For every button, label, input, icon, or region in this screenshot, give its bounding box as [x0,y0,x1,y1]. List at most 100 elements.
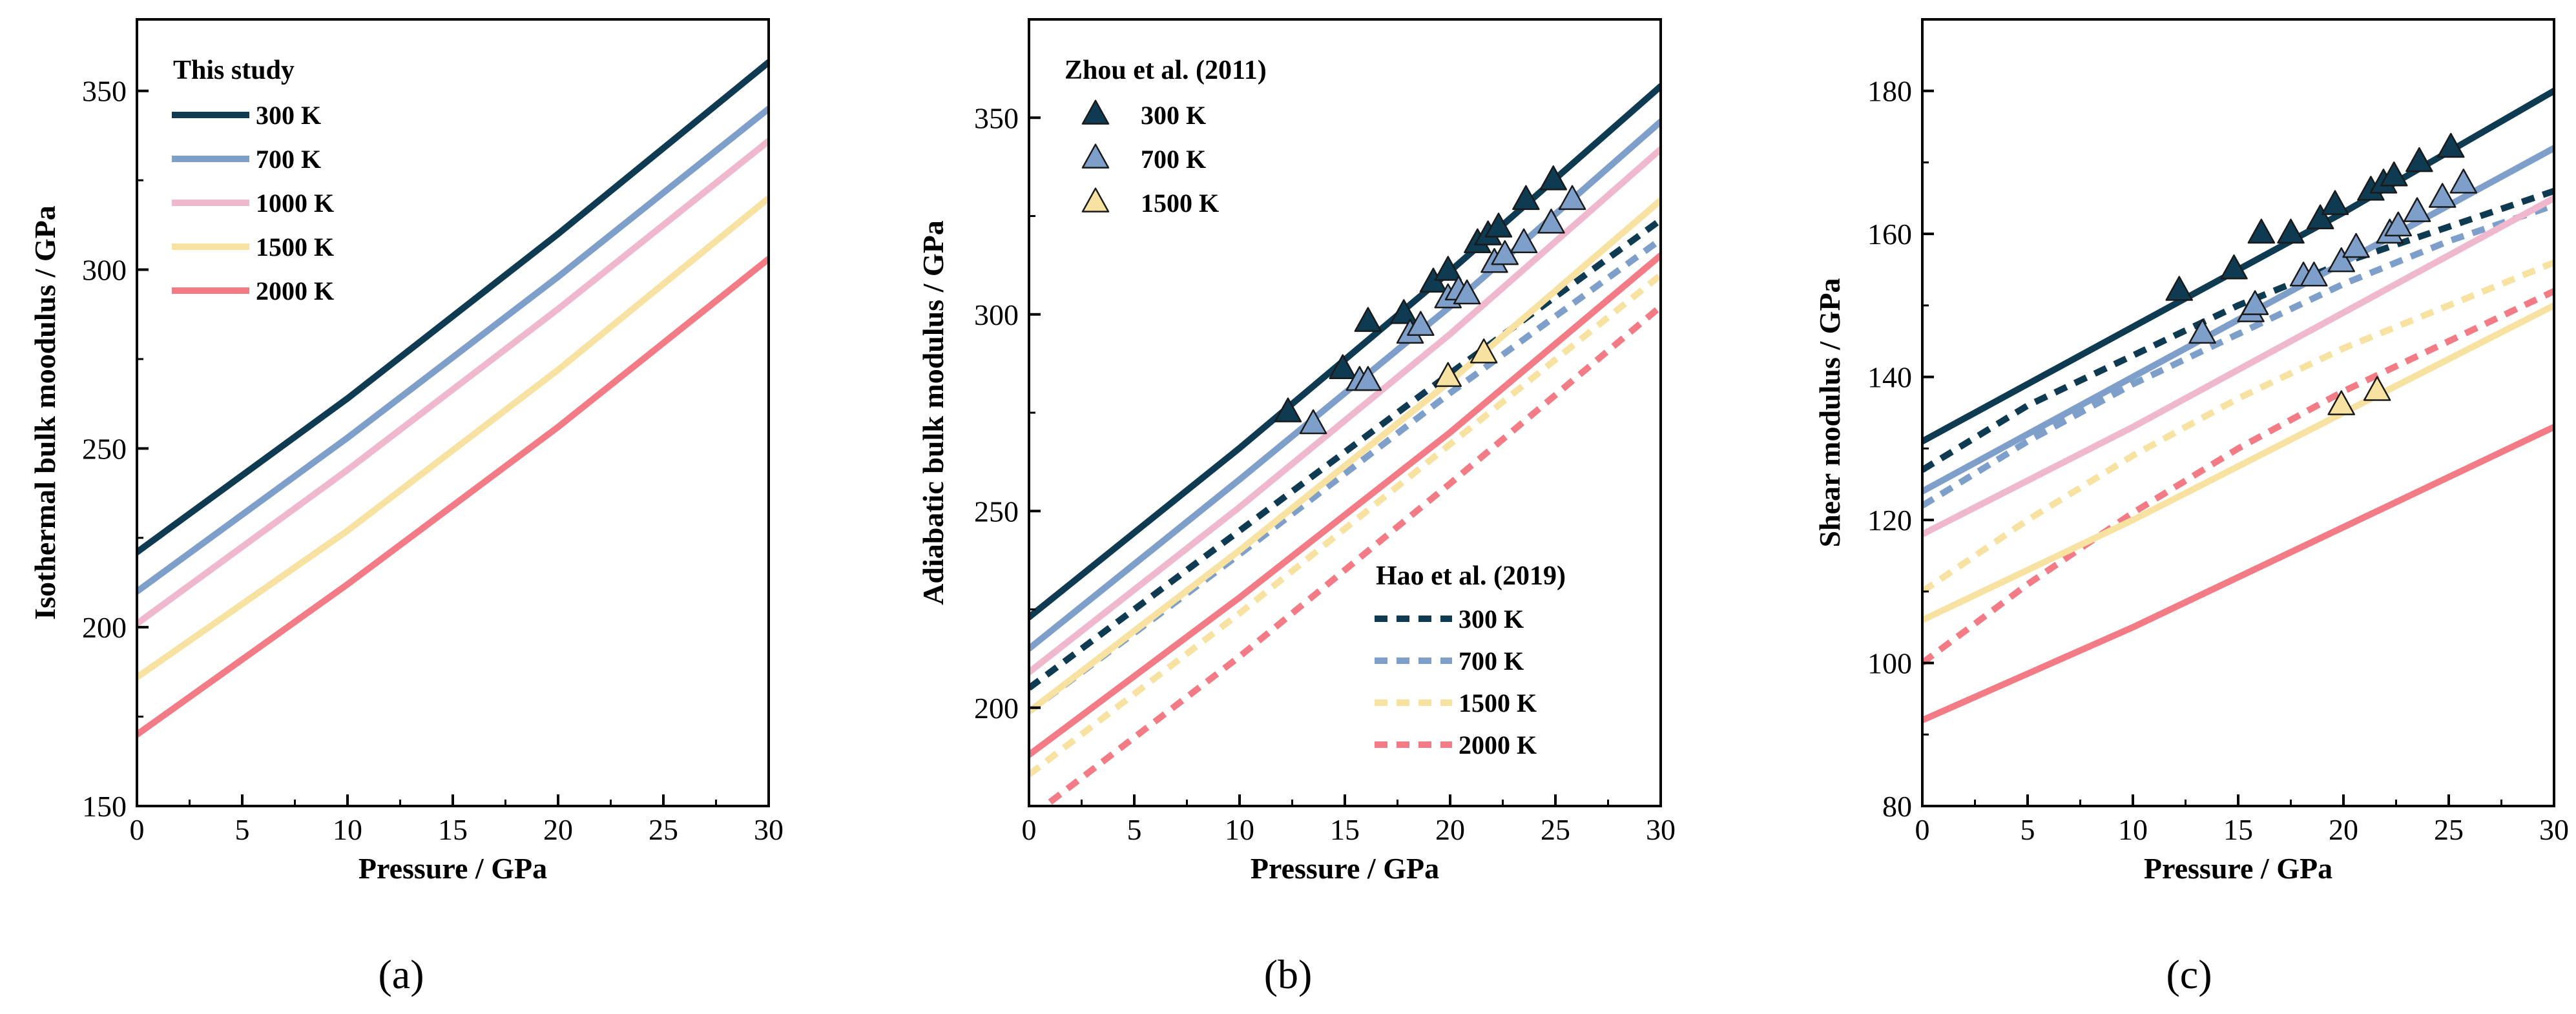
panel-c-point-700-k-8 [2384,211,2413,237]
panel-b-point-300-k-0 [1274,397,1302,422]
panel-c-point-300-k-5 [2321,190,2349,215]
legend-title: This study [173,56,295,85]
panel-c-y-tick-label-80: 80 [1882,790,1912,823]
legend-title: Zhou et al. (2011) [1065,56,1267,85]
panel-c-point-300-k-10 [2437,132,2465,158]
panel-b-point-1500-k-1 [1470,338,1498,364]
panel-b-legend-hao-et-al-2019: Hao et al. (2019) 300 K 700 K 1500 K 2000 K [1375,561,1566,760]
panel-a-legend-this-study: This study 300 K 700 K 1000 K 1500 K 2000 K [172,56,334,305]
panel-a-y-tick-label-200: 200 [82,611,127,644]
panel-c-point-300-k-0 [2165,276,2193,301]
panel-c-point-700-k-6 [2342,233,2370,258]
panel-b-line-1500-k-dashed [1029,272,1661,778]
panel-a-x-tick-label-30: 30 [754,813,784,846]
legend-title: Hao et al. (2019) [1376,561,1566,591]
panel-c-line-700-k-dashed [1922,202,2554,509]
panel-b-point-700-k-2 [1354,366,1382,391]
panel-b-line-2000-k-solid [1029,252,1661,758]
panel-b-point-700-k-0 [1299,409,1327,435]
panel-c-point-700-k-5 [2327,247,2355,273]
panel-b-line-300-k-dashed [1029,217,1661,691]
panel-b-line-700-k-solid [1029,118,1661,652]
panel-b-x-tick-label-0: 0 [1022,813,1037,846]
legend-label-1000-k: 1000 K [256,189,334,218]
panel-a-chart: 0 5 10 15 20 25 30 150 200 250 300 350 Pressure / G… [28,18,784,997]
panel-c-point-700-k-10 [2428,183,2457,208]
panel-b-point-700-k-11 [1537,209,1565,234]
legend-marker-300-k [1081,99,1110,125]
panel-c-point-300-k-4 [2306,204,2334,229]
panel-c-x-tick-label-30: 30 [2539,813,2569,846]
panel-b-point-700-k-7 [1453,279,1481,305]
panel-a-y-tick-label-300: 300 [82,254,127,287]
panel-b-plot-area [1029,83,1661,805]
panel-b-line-700-k-dashed [1029,236,1661,714]
panel-c-point-1500-k-0 [2327,390,2355,415]
panel-a-y-axis-title: Isothermal bulk moodulus / GPa [28,205,61,620]
panel-b-point-700-k-12 [1558,185,1586,211]
panel-c-y-tick-label-100: 100 [1867,647,1912,680]
panel-b-y-tick-label-350: 350 [974,101,1019,134]
panel-c-line-1000-k-solid [1922,194,2554,538]
panel-c-point-700-k-4 [2300,262,2328,287]
panel-c-label: (c) [2166,951,2212,997]
panel-c-point-300-k-9 [2405,147,2433,172]
panel-b-x-tick-label-30: 30 [1646,813,1676,846]
panel-c-y-tick-label-120: 120 [1867,504,1912,537]
panel-a-line-700-k-solid [137,105,769,595]
legend-marker-1500-k [1081,187,1110,212]
panel-a-x-tick-label-25: 25 [649,813,678,846]
panel-c-x-tick-label-10: 10 [2118,813,2148,846]
panel-b-point-300-k-3 [1390,299,1418,324]
panel-a-x-tick-label-0: 0 [130,813,145,846]
panel-a-line-300-k-solid [137,59,769,555]
legend-label-1500-k: 1500 K [256,233,334,262]
panel-b-legend-zhou-et-al-2011: Zhou et al. (2011) 300 K 700 K 1500 K [1065,56,1267,218]
legend-label-700-k: 700 K [1141,145,1206,174]
panel-c-line-1500-k-solid [1922,302,2554,624]
panel-a-plot-area [137,59,769,738]
panel-b-line-1000-k-solid [1029,146,1661,676]
panel-c-point-300-k-2 [2247,218,2276,244]
panel-b-x-tick-label-10: 10 [1225,813,1254,846]
panel-c-line-2000-k-dashed [1922,288,2554,666]
legend-label-1500-k: 1500 K [1459,688,1537,718]
panel-b-point-300-k-2 [1354,307,1382,332]
panel-a-y-tick-label-150: 150 [82,790,127,823]
panel-c-point-700-k-0 [2188,318,2216,344]
panel-b-point-300-k-8 [1484,212,1513,238]
panel-c-y-tick-label-140: 140 [1867,361,1912,394]
legend-label-300-k: 300 K [256,101,321,130]
panel-c-point-700-k-9 [2403,197,2431,222]
legend-label-2000-k: 2000 K [256,276,334,305]
panel-b-y-tick-label-250: 250 [974,495,1019,528]
panel-b-y-tick-label-200: 200 [974,692,1019,725]
panel-a-y-tick-label-350: 350 [82,75,127,108]
panel-b-point-300-k-9 [1512,185,1540,211]
panel-b-point-300-k-5 [1434,256,1462,281]
panel-c-point-300-k-1 [2220,254,2248,280]
panel-a-x-tick-label-5: 5 [235,813,250,846]
panel-b-label: (b) [1264,951,1313,997]
panel-b-point-1500-k-0 [1434,362,1462,388]
panel-c-x-tick-label-0: 0 [1915,813,1930,846]
panel-c-x-tick-label-25: 25 [2434,813,2464,846]
panel-c-x-tick-label-20: 20 [2329,813,2358,846]
legend-label-700-k: 700 K [256,145,321,174]
panel-c-point-300-k-8 [2380,161,2408,187]
panel-a-x-axis-title: Pressure / GPa [358,852,547,885]
panel-b-x-tick-label-5: 5 [1127,813,1142,846]
legend-label-300-k: 300 K [1141,101,1206,130]
panel-c-line-300-k-dashed [1922,187,2554,473]
panel-a-x-tick-label-20: 20 [543,813,573,846]
panel-b-y-axis-title: Adiabatic bulk modulus / GPa [917,220,950,605]
panel-c-chart: 0 5 10 15 20 25 30 80 100 120 140 160 180 Pressure /… [1813,18,2569,997]
panel-b-x-tick-label-20: 20 [1435,813,1465,846]
panel-b-y-tick-label-300: 300 [974,298,1019,331]
panel-c-x-tick-label-15: 15 [2223,813,2253,846]
legend-label-2000-k: 2000 K [1459,730,1537,760]
panel-c-point-1500-k-1 [2363,376,2391,401]
legend-label-1500-k: 1500 K [1141,189,1219,218]
